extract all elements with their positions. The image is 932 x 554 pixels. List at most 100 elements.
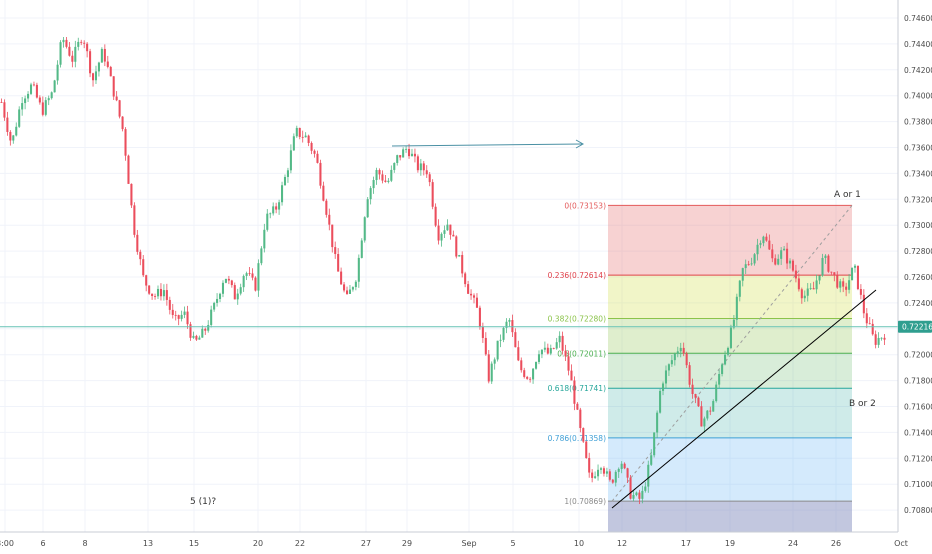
x-tick-label: Sep	[461, 539, 476, 548]
candle-body	[461, 255, 464, 274]
y-tick-label: 0.72000	[904, 351, 932, 360]
fib-level-label: 0.618(0.71741)	[548, 384, 606, 393]
candle-body	[851, 267, 854, 281]
x-tick-label: 26	[831, 539, 841, 548]
candles-layer	[0, 37, 886, 505]
candle-body	[502, 327, 505, 340]
candle-body	[168, 299, 171, 310]
candle-body	[248, 273, 251, 274]
candle-body	[774, 258, 777, 265]
candle-body	[830, 271, 833, 273]
candle-body	[396, 155, 399, 163]
candle-body	[540, 349, 543, 355]
candle-body	[402, 149, 405, 158]
candle-body	[351, 287, 354, 290]
last-price-label: 0.72216	[902, 323, 932, 332]
candle-body	[15, 126, 18, 136]
candle-body	[151, 293, 154, 297]
candle-body	[195, 335, 198, 340]
candle-body	[588, 458, 591, 473]
candle-body	[455, 236, 458, 257]
candle-body	[360, 240, 363, 258]
y-tick-label: 0.71000	[904, 480, 932, 489]
candle-body	[399, 155, 402, 158]
candle-body	[647, 464, 650, 487]
horizontal-arrow-line	[391, 143, 583, 147]
candle-body	[431, 182, 434, 207]
candle-body	[768, 240, 771, 250]
candle-body	[242, 275, 245, 288]
candle-body	[410, 153, 414, 157]
candle-body	[286, 170, 289, 177]
candle-body	[156, 288, 160, 297]
candle-body	[529, 378, 532, 380]
candle-body	[218, 293, 222, 299]
candle-body	[77, 41, 80, 47]
candle-body	[532, 368, 535, 380]
candle-body	[369, 188, 372, 200]
candle-body	[68, 46, 71, 56]
candle-body	[71, 55, 74, 62]
candle-body	[499, 339, 502, 341]
candle-body	[32, 84, 35, 86]
candle-body	[452, 234, 455, 237]
candle-body	[617, 468, 620, 472]
candle-body	[579, 409, 582, 429]
candle-body	[594, 476, 597, 478]
candle-body	[127, 155, 130, 184]
candle-body	[307, 135, 310, 143]
candle-body	[753, 254, 756, 264]
candle-body	[620, 463, 623, 469]
fib-zone	[608, 353, 852, 389]
candle-body	[115, 96, 118, 101]
candle-body	[180, 314, 183, 319]
candle-body	[154, 296, 157, 297]
candle-body	[472, 295, 476, 298]
candle-body	[313, 150, 316, 154]
candle-body	[883, 337, 886, 340]
candle-body	[573, 380, 576, 404]
candle-body	[124, 129, 127, 156]
candle-body	[827, 255, 830, 272]
candle-body	[520, 360, 523, 371]
candle-body	[691, 384, 694, 395]
candle-body	[543, 347, 546, 350]
candle-body	[65, 39, 68, 47]
candle-body	[803, 295, 806, 299]
y-tick-label: 0.74200	[904, 66, 932, 75]
candle-body	[251, 273, 254, 278]
candle-body	[679, 347, 682, 352]
candle-body	[375, 170, 378, 181]
y-tick-label: 0.72400	[904, 299, 932, 308]
candle-body	[21, 103, 24, 110]
candle-body	[656, 412, 659, 433]
candle-body	[381, 174, 384, 181]
candle-body	[221, 282, 225, 294]
candle-body	[89, 51, 92, 74]
candle-body	[283, 176, 287, 186]
candle-body	[443, 230, 446, 234]
candle-body	[408, 148, 411, 157]
candle-body	[629, 477, 632, 499]
candle-body	[0, 102, 3, 103]
candle-body	[289, 150, 292, 171]
x-tick-label: 8:00	[0, 539, 14, 548]
candle-body	[526, 376, 529, 379]
candle-body	[177, 315, 180, 319]
candle-body	[458, 255, 461, 257]
candle-body	[186, 311, 189, 325]
candle-body	[378, 170, 381, 175]
candle-body	[183, 311, 186, 315]
candle-body	[555, 342, 558, 349]
trendline	[611, 289, 877, 509]
candle-body	[505, 321, 508, 328]
candle-body	[741, 268, 744, 281]
candle-body	[230, 280, 233, 286]
candle-body	[561, 335, 564, 351]
candle-body	[204, 328, 207, 331]
candle-body	[853, 265, 857, 268]
candle-body	[534, 361, 538, 369]
candle-body	[405, 148, 408, 150]
candle-body	[475, 297, 478, 308]
